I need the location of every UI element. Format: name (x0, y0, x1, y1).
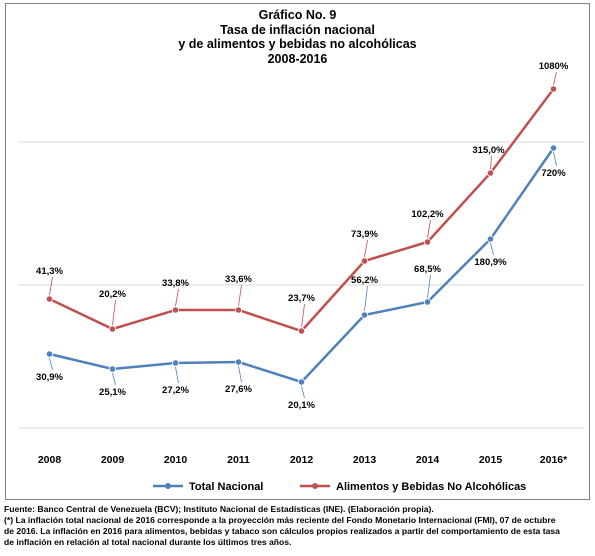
data-label-2-2014: 102,2% (411, 209, 444, 220)
series-1-leader-2010 (175, 366, 179, 384)
series-2-leader-2015 (490, 155, 492, 170)
series-1-leader-2014 (427, 274, 431, 299)
data-label-2-2009: 20,2% (99, 289, 126, 300)
series-1-point-2013 (360, 311, 369, 319)
chart-subtitle-line-3: 2008-2016 (267, 52, 328, 66)
legend-marker-1 (165, 483, 171, 489)
x-tick-label-2016: 2016* (540, 454, 568, 466)
series-2-point-2011 (234, 306, 243, 314)
series-1-leader-2013 (364, 285, 368, 312)
series-1-point-2010 (171, 359, 180, 367)
legend-label-1: Total Nacional (189, 481, 263, 493)
data-label-2-2012: 23,7% (288, 293, 315, 304)
series-2-leader-2008 (49, 276, 53, 296)
series-1-leader-2015 (490, 242, 494, 256)
legend-label-2: Alimentos y Bebidas No Alcohólicas (336, 481, 526, 493)
series-2-leader-2014 (427, 219, 431, 239)
x-tick-label-2011: 2011 (227, 454, 250, 466)
series-1-leader-2012 (301, 385, 305, 399)
series-2-leader-2016 (553, 71, 557, 86)
data-label-2-2008: 41,3% (36, 266, 63, 277)
data-label-2-2015: 315,0% (472, 145, 505, 156)
chart-subtitle-line-1: Tasa de inflación nacional (220, 23, 375, 37)
series-1-point-2008 (45, 350, 54, 358)
x-tick-label-2013: 2013 (353, 454, 377, 466)
data-label-1-2011: 27,6% (225, 384, 252, 395)
data-label-2-2013: 73,9% (351, 229, 378, 240)
data-label-1-2015: 180,9% (474, 257, 507, 268)
series-2-point-2009 (108, 325, 117, 333)
x-tick-label-2010: 2010 (164, 454, 188, 466)
source-note: Fuente: Banco Central de Venezuela (BCV)… (4, 504, 434, 514)
data-label-1-2012: 20,1% (288, 400, 315, 411)
data-label-1-2010: 27,2% (162, 385, 189, 396)
data-label-2-2010: 33,8% (162, 278, 189, 289)
series-1-leader-2009 (112, 372, 116, 386)
series-1-point-2015 (486, 235, 495, 243)
projection-note-line-3: de inflación en relación al total nacion… (4, 537, 292, 547)
series-1-point-2014 (423, 298, 432, 306)
series-1-leader-2016 (553, 151, 557, 167)
series-2-leader-2013 (364, 239, 368, 258)
series-2-point-2010 (171, 306, 180, 314)
series-2-leader-2009 (112, 299, 116, 326)
series-2-leader-2012 (301, 303, 305, 328)
data-label-2-2016: 1080% (539, 61, 569, 72)
series-1-point-2011 (234, 358, 243, 366)
series-2-point-2016 (549, 85, 558, 93)
data-label-2-2011: 33,6% (225, 274, 252, 285)
series-2-point-2015 (486, 169, 495, 177)
x-tick-label-2008: 2008 (38, 454, 62, 466)
series-1-leader-2008 (49, 357, 53, 371)
series-2-leader-2010 (175, 288, 179, 307)
data-label-1-2014: 68,5% (414, 264, 441, 275)
x-tick-label-2015: 2015 (479, 454, 503, 466)
series-2-point-2013 (360, 257, 369, 265)
series-1-leader-2011 (238, 365, 242, 383)
series-2-leader-2011 (238, 284, 242, 307)
data-label-1-2009: 25,1% (99, 387, 126, 398)
x-tick-label-2014: 2014 (416, 454, 440, 466)
line-chart: 2008 2009 2010 2011 2012 2013 2014 2015 2016* 30,… (18, 61, 585, 493)
projection-note-line-2: de 2016. La inflación en 2016 para alime… (4, 526, 560, 536)
chart-title: Gráfico No. 9 (258, 8, 337, 22)
series-2-point-2008 (45, 295, 54, 303)
x-tick-label-2009: 2009 (101, 454, 125, 466)
legend-marker-2 (312, 483, 318, 489)
data-label-1-2008: 30,9% (36, 372, 63, 383)
series-2-point-2014 (423, 238, 432, 246)
projection-note-line-1: (*) La inflación total nacional de 2016 … (4, 515, 556, 525)
series-1-point-2009 (108, 365, 117, 373)
data-label-1-2013: 56,2% (351, 275, 378, 286)
series-1-point-2012 (297, 378, 306, 386)
series-1-point-2016 (549, 144, 558, 152)
footnotes: Fuente: Banco Central de Venezuela (BCV)… (4, 504, 589, 548)
data-label-1-2016: 720% (541, 168, 566, 179)
chart-subtitle-line-2: y de alimentos y bebidas no alcohólicas (178, 37, 417, 51)
series-2-point-2012 (297, 327, 306, 335)
x-tick-label-2012: 2012 (290, 454, 314, 466)
